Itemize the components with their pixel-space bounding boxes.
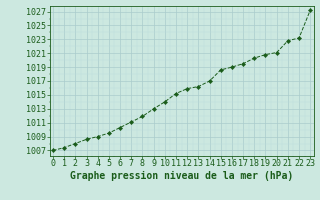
X-axis label: Graphe pression niveau de la mer (hPa): Graphe pression niveau de la mer (hPa) <box>70 171 293 181</box>
